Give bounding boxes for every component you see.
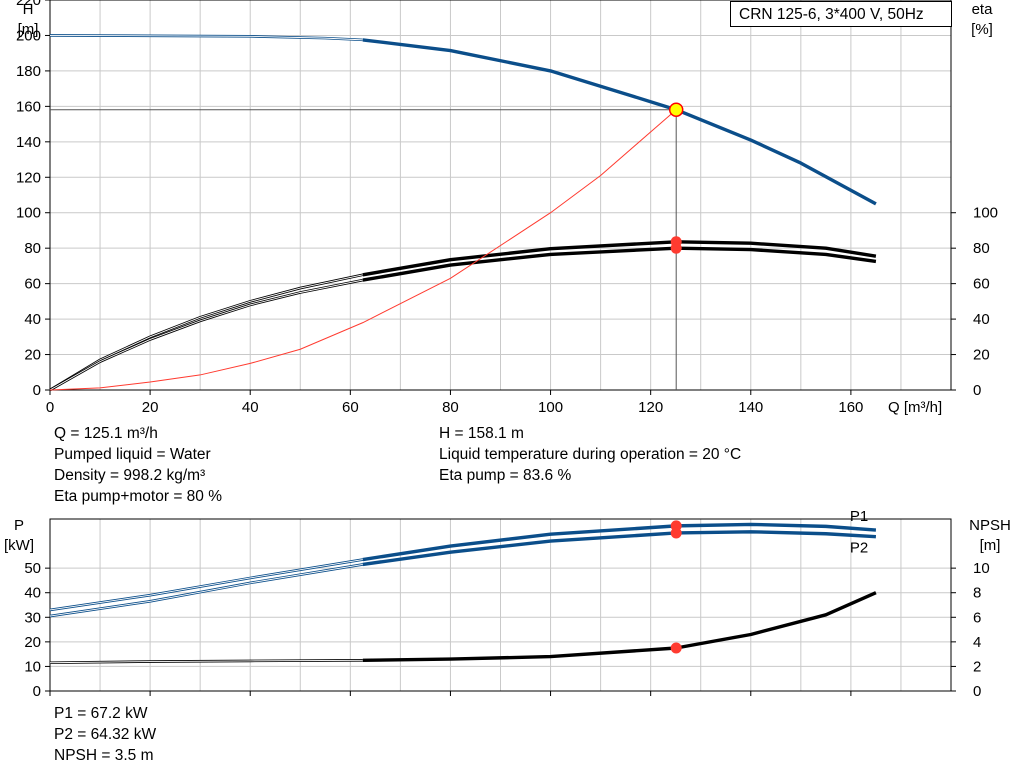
chart1-y-left-tick-label: 80: [24, 240, 41, 257]
chart1-y-left-tick-label: 40: [24, 311, 41, 328]
chart1-series-3-extended-inner: [49, 279, 363, 391]
info-liquid-temperature: Liquid temperature during operation = 20…: [439, 446, 742, 463]
chart2-y-right-tick-label: 4: [973, 634, 981, 651]
chart1-x-tick-label: 160: [838, 399, 863, 416]
chart1-y-right-tick-label: 100: [973, 205, 998, 222]
chart2-y-left-tick-label: 0: [33, 683, 41, 700]
chart1-y-right-axis-title: eta: [972, 1, 994, 18]
chart1-x-tick-label: 20: [142, 399, 159, 416]
chart1-x-tick-label: 0: [46, 399, 54, 416]
chart1-x-tick-label: 140: [738, 399, 763, 416]
chart2-op-marker-npsh: [670, 642, 682, 654]
chart1-x-tick-label: 80: [442, 399, 459, 416]
chart1-y-left-tick-label: 60: [24, 276, 41, 293]
chart2-series-3-extended-inner: [49, 659, 363, 664]
bottom-info: P1 = 67.2 kW P2 = 64.32 kW NPSH = 3.5 m: [54, 703, 156, 766]
chart1-x-tick-label: 120: [638, 399, 663, 416]
chart2-series-p2-extended-inner: [49, 564, 363, 617]
chart1-y-left-axis-title: H: [23, 1, 34, 18]
info-eta-pump: Eta pump = 83.6 %: [439, 467, 572, 484]
chart2-y-right-axis-title: [m]: [980, 537, 1001, 554]
info-flow: Q = 125.1 m³/h: [54, 425, 158, 442]
chart1-y-left-tick-label: 160: [16, 98, 41, 115]
chart2-y-left-tick-label: 20: [24, 634, 41, 651]
chart2-series-p2-label: P2: [850, 540, 868, 557]
chart1-y-right-tick-label: 0: [973, 382, 981, 399]
chart1-series-3-line: [362, 246, 877, 282]
chart2-op-marker-p2: [670, 527, 682, 539]
chart1-op-marker-eta-pump-motor: [670, 242, 682, 254]
chart1-series-1-line: [362, 38, 877, 206]
info-npsh: NPSH = 3.5 m: [54, 747, 154, 764]
chart1-plot-frame: [49, 0, 952, 391]
chart2-y-left-tick-label: 50: [24, 560, 41, 577]
info-head: H = 158.1 m: [439, 425, 524, 442]
chart1-y-left-tick-label: 0: [33, 382, 41, 399]
chart1-y-right-tick-label: 20: [973, 347, 990, 364]
chart1-y-left-tick-label: 200: [16, 27, 41, 44]
chart1-op-marker-head: [668, 102, 684, 117]
chart1-y-left-tick-label: 220: [16, 0, 41, 9]
chart2-y-right-tick-label: 6: [973, 609, 981, 626]
chart1-y-right-tick-label: 40: [973, 311, 990, 328]
chart1-y-left-tick-label: 100: [16, 205, 41, 222]
info-p2: P2 = 64.32 kW: [54, 726, 157, 743]
chart1-series-2-extended-outline: [49, 273, 364, 392]
info-p1: P1 = 67.2 kW: [54, 705, 148, 722]
info-eta-pump-motor: Eta pump+motor = 80 %: [54, 488, 223, 505]
chart1-y-right-tick-label: 60: [973, 276, 990, 293]
chart2-y-right-tick-label: 8: [973, 585, 981, 602]
chart2-y-left-axis-title: P: [14, 517, 24, 534]
chart1-x-tick-label: 100: [538, 399, 563, 416]
chart2-y-left-tick-label: 40: [24, 585, 41, 602]
chart2-y-left-tick-label: 30: [24, 609, 41, 626]
chart1-series-2-extended-inner: [49, 274, 363, 391]
chart1-y-left-tick-label: 180: [16, 63, 41, 80]
info-density: Density = 998.2 kg/m³: [54, 467, 206, 484]
chart1-y-left-tick-label: 120: [16, 169, 41, 186]
chart2-y-right-axis-title: NPSH: [969, 517, 1011, 534]
chart2-series-3-line: [362, 591, 877, 662]
chart1-y-left-tick-label: 20: [24, 347, 41, 364]
chart2-y-right-tick-label: 2: [973, 658, 981, 675]
chart2-y-left-axis-title: [kW]: [4, 537, 34, 554]
chart2-plot-frame: [49, 518, 952, 692]
chart2-y-right-tick-label: 10: [973, 560, 990, 577]
chart1-series-4-line: [49, 109, 677, 391]
chart2-series-p1-label: P1: [850, 508, 868, 525]
chart2-series-p1-extended-inner: [49, 559, 363, 611]
chart1-series-2-line: [362, 240, 877, 277]
chart1-series-1-extended-inner: [49, 35, 363, 41]
chart1-y-right-axis-title: [%]: [971, 21, 993, 38]
chart1-y-left-axis-title: [m]: [18, 21, 39, 38]
chart1-y-left-tick-label: 140: [16, 134, 41, 151]
chart1-y-right-tick-label: 80: [973, 240, 990, 257]
info-pumped-liquid: Pumped liquid = Water: [54, 446, 211, 463]
chart1-x-axis-label: Q [m³/h]: [888, 399, 942, 416]
chart2-y-right-tick-label: 0: [973, 683, 981, 700]
chart1-x-tick-label: 40: [242, 399, 259, 416]
chart2-y-left-tick-label: 10: [24, 658, 41, 675]
top-info-left: Q = 125.1 m³/h Pumped liquid = Water Den…: [54, 423, 222, 507]
chart1-x-tick-label: 60: [342, 399, 359, 416]
chart-title: CRN 125-6, 3*400 V, 50Hz: [730, 1, 952, 27]
top-info-right: H = 158.1 m Liquid temperature during op…: [439, 423, 741, 486]
